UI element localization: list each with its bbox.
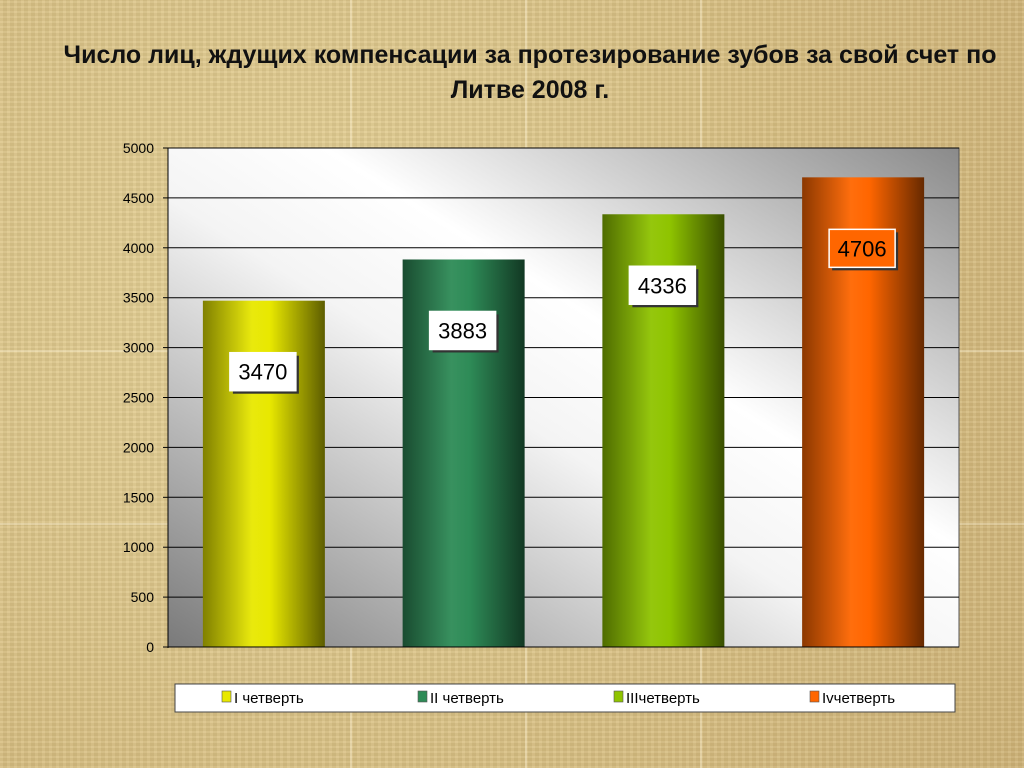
- y-tick-label: 500: [131, 589, 155, 605]
- y-tick-label: 4500: [123, 190, 154, 206]
- y-tick-label: 4000: [123, 240, 154, 256]
- legend-box: [174, 683, 956, 713]
- data-label-box: [428, 310, 497, 351]
- data-label-box: [828, 228, 896, 269]
- legend-swatch: [221, 690, 232, 703]
- y-tick-label: 5000: [123, 140, 154, 156]
- y-tick-label: 3500: [123, 290, 154, 306]
- legend-label: Ivчетверть: [822, 690, 895, 707]
- y-tick-label: 0: [146, 639, 154, 655]
- legend: I четверть II четверть IIIчетверть Ivчетвер…: [174, 683, 956, 713]
- y-tick-label: 1500: [123, 489, 154, 505]
- legend-swatch: [809, 690, 820, 703]
- y-tick-label: 2000: [123, 439, 154, 455]
- y-tick-label: 1000: [123, 539, 154, 555]
- y-tick-label: 2500: [123, 390, 154, 406]
- legend-label: I четверть: [234, 690, 304, 707]
- data-label: 3470: [238, 360, 287, 385]
- y-tick-label: 3000: [123, 340, 154, 356]
- data-label: 3883: [438, 318, 487, 343]
- data-label: 4336: [638, 273, 687, 298]
- legend-swatch: [417, 690, 428, 703]
- data-label-box: [628, 265, 697, 306]
- data-label: 4706: [838, 236, 887, 261]
- legend-swatch: [613, 690, 624, 703]
- slide-title: Число лиц, ждущих компенсации за протези…: [63, 41, 997, 104]
- legend-label: IIIчетверть: [626, 690, 700, 707]
- legend-label: II четверть: [430, 690, 504, 707]
- data-label-box: [229, 351, 297, 392]
